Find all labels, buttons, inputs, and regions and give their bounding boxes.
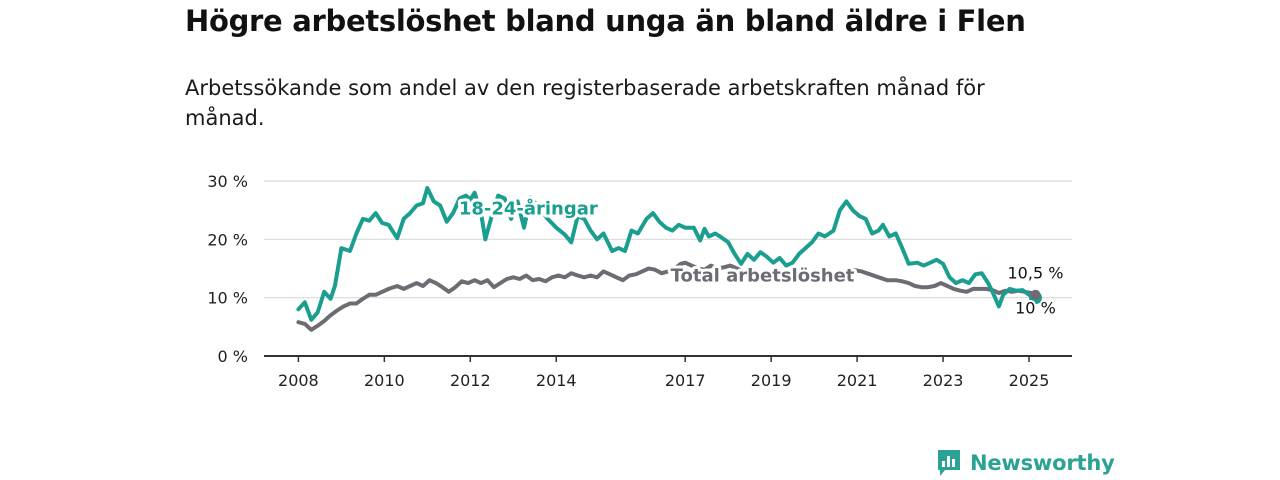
line-chart: 0 % 10 % 20 % 30 % 2008 2010 2012 2014 2017 2019… — [207, 172, 1072, 390]
y-axis-tick-labels: 0 % 10 % 20 % 30 % — [207, 172, 248, 366]
y-tick-label: 30 % — [207, 172, 248, 191]
series-labels: 18-24-åringar Total arbetslöshet 10,5 % 10 … — [456, 194, 1066, 319]
bar-chart-speech-bubble-icon — [938, 450, 960, 476]
y-tick-label: 10 % — [207, 289, 248, 308]
total-end-value-label: 10,5 % — [1008, 263, 1064, 282]
x-axis: 2008 2010 2012 2014 2017 2019 2021 2023 2025 — [264, 355, 1072, 390]
x-tick-label: 2025 — [1009, 371, 1050, 390]
x-tick-label: 2021 — [837, 371, 878, 390]
series-label-total: Total arbetslöshet — [671, 265, 855, 286]
series-line-youth — [296, 186, 1038, 322]
series-line-total — [296, 260, 1038, 332]
x-tick-label: 2010 — [364, 371, 405, 390]
chart-title: Högre arbetslöshet bland unga än bland ä… — [185, 4, 1026, 38]
y-tick-label: 0 % — [218, 347, 248, 366]
x-tick-label: 2019 — [751, 371, 792, 390]
y-tick-label: 20 % — [207, 230, 248, 249]
total-end-point — [1030, 289, 1041, 300]
series-label-youth: 18-24-åringar — [459, 197, 598, 219]
chart-subtitle: Arbetssökande som andel av den registerb… — [185, 76, 985, 130]
x-tick-label: 2017 — [665, 371, 706, 390]
youth-end-value-label: 10 % — [1015, 298, 1056, 317]
x-tick-label: 2014 — [536, 371, 577, 390]
x-tick-label: 2012 — [450, 371, 491, 390]
series-lines — [296, 186, 1042, 332]
brand-name: Newsworthy — [970, 451, 1115, 475]
x-tick-label: 2023 — [923, 371, 964, 390]
x-tick-label: 2008 — [278, 371, 319, 390]
newsworthy-logo: Newsworthy — [936, 446, 1115, 480]
